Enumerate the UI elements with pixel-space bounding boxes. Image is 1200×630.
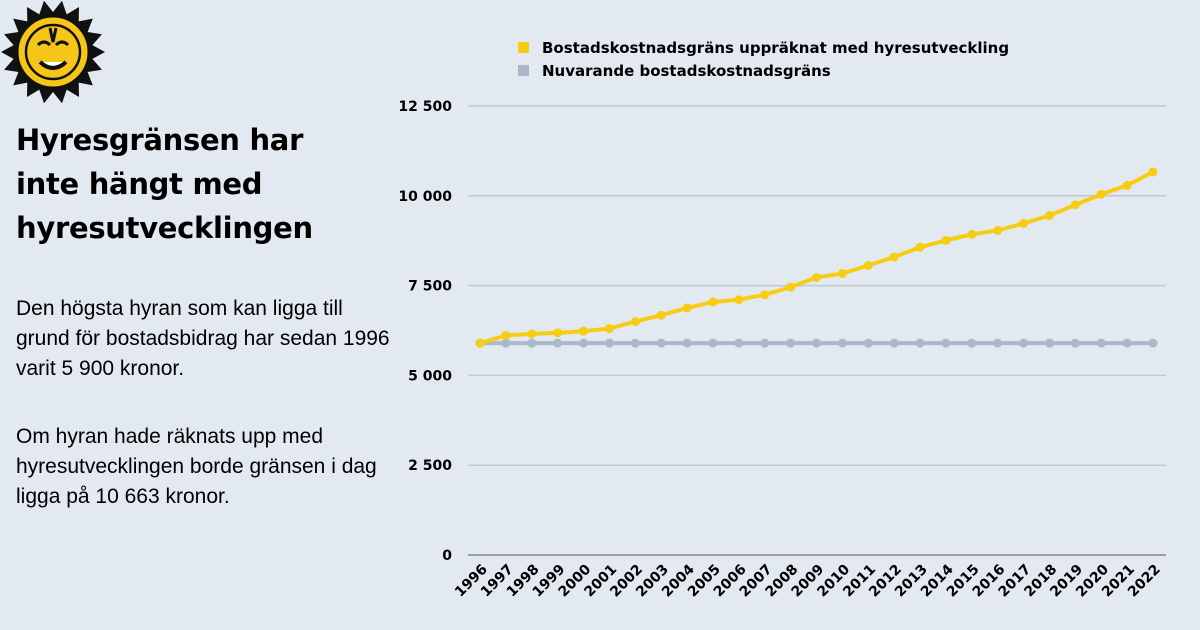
y-tick-label: 2 500 (408, 458, 452, 474)
data-point (656, 338, 666, 348)
data-point (501, 338, 511, 348)
data-point (579, 338, 589, 348)
data-point (915, 338, 925, 348)
data-point (1096, 189, 1106, 199)
data-point (734, 338, 744, 348)
data-point (527, 338, 537, 348)
data-point (863, 261, 873, 271)
data-point (682, 303, 692, 313)
data-point (1148, 338, 1158, 348)
data-point (812, 338, 821, 348)
data-point (1122, 180, 1132, 190)
series-line-0 (479, 170, 1154, 345)
data-point (760, 290, 770, 300)
y-tick-label: 10 000 (398, 189, 452, 205)
data-point (553, 328, 563, 338)
data-point (604, 324, 614, 334)
data-point (786, 338, 796, 348)
data-point (993, 225, 1003, 235)
y-tick-label: 7 500 (408, 279, 452, 295)
data-point (863, 338, 873, 348)
legend-label-uppraknat: Bostadskostnadsgräns uppräknat med hyres… (542, 39, 1009, 57)
data-point (760, 338, 770, 348)
data-point (734, 295, 744, 305)
data-point (579, 326, 589, 336)
data-point (630, 317, 640, 327)
data-point (1044, 210, 1054, 220)
headline: Hyresgränsen har inte hängt med hyresutv… (16, 123, 313, 245)
data-point (786, 282, 796, 292)
data-point (501, 331, 511, 341)
data-point (527, 329, 537, 339)
tiger-sun-logo (1, 0, 105, 104)
y-tick-label: 5 000 (408, 368, 452, 384)
legend-swatch-gray (518, 65, 529, 76)
data-point (682, 338, 692, 348)
data-point (837, 268, 847, 278)
data-point (1044, 338, 1054, 348)
data-point (656, 310, 666, 320)
data-point (941, 338, 951, 348)
description-paragraph-1: Den högsta hyran som kan ligga till grun… (16, 297, 390, 380)
data-point (604, 338, 614, 348)
data-point (967, 338, 977, 348)
data-point (889, 252, 899, 262)
legend-swatch-yellow (518, 42, 529, 53)
data-point (553, 338, 563, 348)
data-point (941, 235, 951, 245)
data-point (1070, 338, 1080, 348)
data-point (1019, 218, 1029, 228)
data-point (1070, 200, 1080, 210)
data-point (993, 338, 1003, 348)
description-paragraph-2: Om hyran hade räknats upp med hyresutvec… (16, 425, 377, 508)
data-point (1148, 167, 1158, 177)
data-point (708, 338, 718, 348)
data-point (708, 297, 718, 307)
data-point (915, 242, 925, 252)
data-point (1122, 338, 1132, 348)
data-point (889, 338, 899, 348)
y-tick-label: 12 500 (398, 99, 452, 115)
data-point (630, 338, 640, 348)
y-tick-label: 0 (442, 548, 452, 564)
data-point (812, 272, 821, 282)
data-point (1096, 338, 1106, 348)
data-point (1019, 338, 1029, 348)
data-point (837, 338, 847, 348)
legend-label-nuvarande: Nuvarande bostadskostnadsgräns (542, 62, 831, 80)
data-point (967, 229, 977, 239)
data-point (475, 338, 485, 348)
